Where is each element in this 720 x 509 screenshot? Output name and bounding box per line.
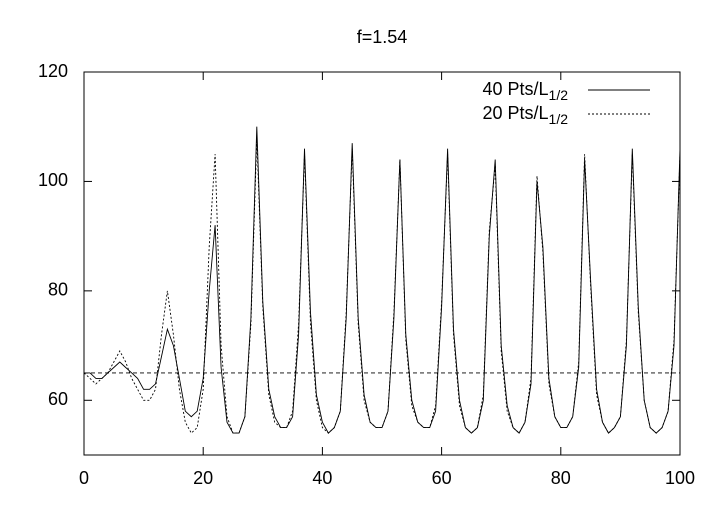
- x-tick-label: 80: [551, 468, 571, 488]
- x-tick-label: 20: [193, 468, 213, 488]
- legend-name: 20 Pts/L: [482, 103, 548, 123]
- y-tick-label: 80: [48, 280, 68, 300]
- x-tick-label: 0: [79, 468, 89, 488]
- plot-frame: [83, 71, 681, 456]
- y-tick-label: 100: [38, 170, 68, 190]
- x-tick-label: 100: [665, 468, 695, 488]
- legend-label: 40 Pts/L1/2: [482, 79, 568, 103]
- x-tick-label: 40: [312, 468, 332, 488]
- x-tick-label: 60: [432, 468, 452, 488]
- legend-label: 20 Pts/L1/2: [482, 103, 568, 127]
- chart-title: f=1.54: [357, 27, 408, 47]
- legend-subscript: 1/2: [549, 87, 569, 103]
- series-line: [84, 126, 681, 434]
- y-tick-label: 120: [38, 61, 68, 81]
- legend-name: 40 Pts/L: [482, 79, 548, 99]
- series-line: [83, 137, 681, 434]
- y-tick-label: 60: [48, 389, 68, 409]
- legend-subscript: 1/2: [549, 111, 569, 127]
